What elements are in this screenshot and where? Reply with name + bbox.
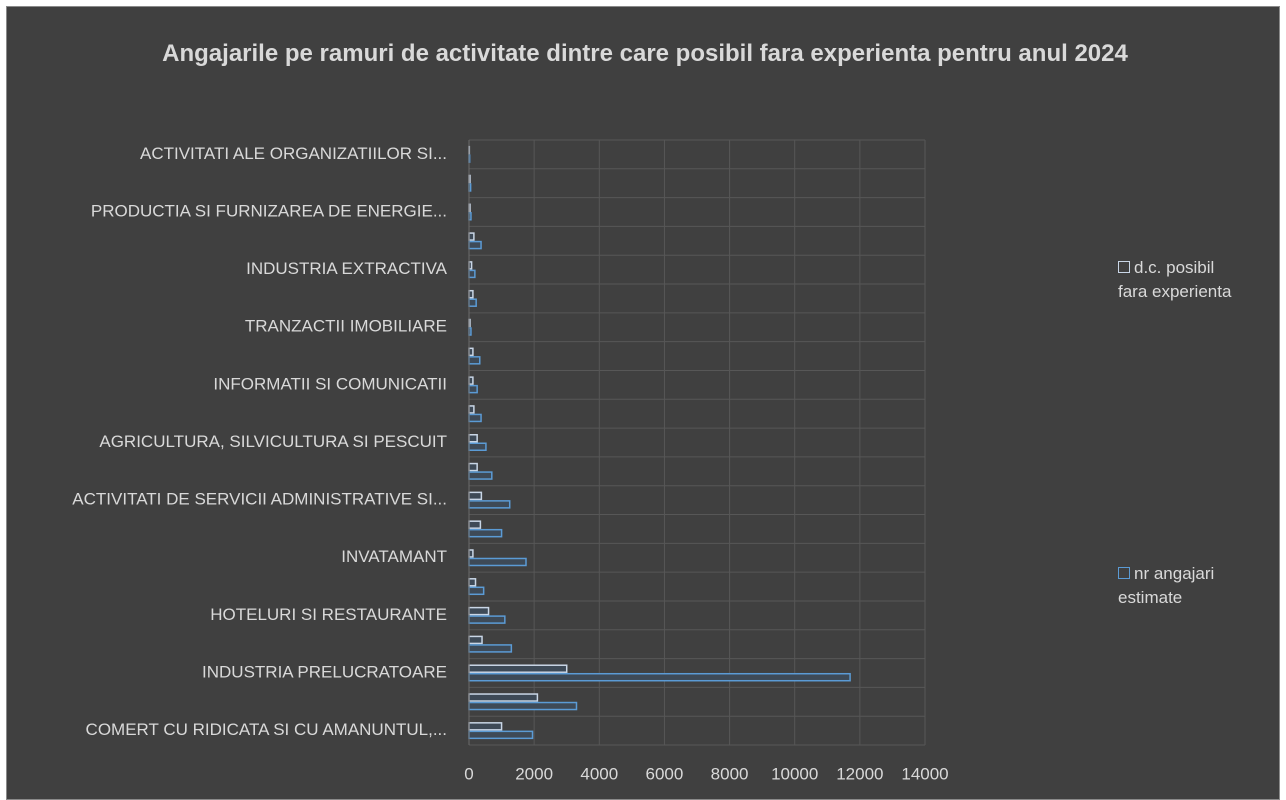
legend-item: d.c. posibil fara experienta <box>1118 256 1248 304</box>
bar <box>468 557 527 567</box>
bar <box>468 635 483 645</box>
x-tick-label: 0 <box>464 764 473 783</box>
y-tick-label: COMERT CU RIDICATA SI CU AMANUNTUL,... <box>86 720 447 739</box>
legend-label: nr angajari estimate <box>1118 564 1215 607</box>
x-tick-label: 2000 <box>515 764 553 783</box>
y-tick-label: TRANZACTII IMOBILIARE <box>245 317 447 336</box>
bar <box>468 442 487 451</box>
bar <box>468 462 478 472</box>
x-tick-label: 14000 <box>901 764 948 783</box>
bar <box>468 693 539 702</box>
bar <box>468 644 513 653</box>
chart-background <box>6 6 1280 800</box>
bar <box>468 615 506 624</box>
bar <box>468 606 490 616</box>
bar <box>468 500 511 509</box>
bar <box>468 240 482 250</box>
legend-label: d.c. posibil fara experienta <box>1118 258 1232 301</box>
bar <box>468 701 578 711</box>
y-tick-label: INDUSTRIA PRELUCRATOARE <box>202 662 447 681</box>
legend-swatch <box>1118 567 1130 579</box>
bar <box>468 549 474 558</box>
bar <box>468 491 483 501</box>
bar <box>468 347 474 357</box>
bar <box>468 269 476 279</box>
x-tick-label: 6000 <box>646 764 684 783</box>
bar <box>468 434 478 443</box>
chart-title: Angajarile pe ramuri de activitate dintr… <box>162 40 1128 67</box>
bar <box>468 376 474 385</box>
y-tick-label: ACTIVITATI ALE ORGANIZATIILOR SI... <box>140 144 447 163</box>
bar <box>468 664 568 673</box>
bar <box>468 730 534 740</box>
bar <box>468 289 474 299</box>
x-tick-label: 10000 <box>771 764 818 783</box>
bar <box>468 298 477 307</box>
bar <box>468 356 481 365</box>
x-tick-label: 8000 <box>711 764 749 783</box>
y-tick-label: INFORMATII SI COMUNICATII <box>213 374 447 393</box>
bar <box>468 520 482 529</box>
bar <box>468 232 475 241</box>
y-tick-label: ACTIVITATI DE SERVICII ADMINISTRATIVE SI… <box>72 490 447 509</box>
bar <box>468 578 477 587</box>
y-tick-label: INVATAMANT <box>341 547 447 566</box>
bar <box>468 413 482 423</box>
bar <box>468 722 503 731</box>
bar <box>468 384 478 394</box>
x-tick-label: 4000 <box>580 764 618 783</box>
bar <box>468 586 485 596</box>
bar <box>468 471 493 480</box>
x-tick-label: 12000 <box>836 764 883 783</box>
y-tick-label: AGRICULTURA, SILVICULTURA SI PESCUIT <box>99 432 447 451</box>
y-tick-label: HOTELURI SI RESTAURANTE <box>210 605 447 624</box>
bar <box>468 405 475 414</box>
legend-swatch <box>1118 261 1130 273</box>
bar <box>468 672 851 682</box>
y-tick-label: PRODUCTIA SI FURNIZAREA DE ENERGIE... <box>91 202 447 221</box>
bar <box>468 528 503 538</box>
y-tick-label: INDUSTRIA EXTRACTIVA <box>246 259 448 278</box>
legend-item: nr angajari estimate <box>1118 562 1248 610</box>
